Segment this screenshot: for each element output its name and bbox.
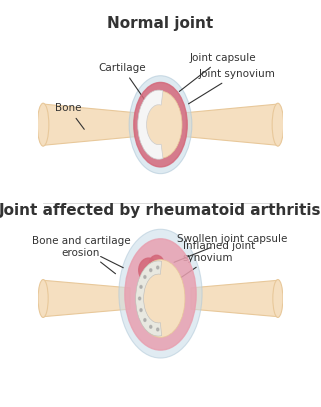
Text: Joint synovium: Joint synovium: [188, 69, 275, 104]
Ellipse shape: [273, 280, 283, 317]
Ellipse shape: [139, 297, 141, 300]
Text: Bone: Bone: [55, 103, 84, 129]
Ellipse shape: [139, 91, 182, 158]
Ellipse shape: [150, 325, 152, 328]
Polygon shape: [43, 280, 130, 317]
Ellipse shape: [129, 76, 192, 174]
Ellipse shape: [119, 229, 202, 358]
Text: Joint capsule: Joint capsule: [179, 53, 256, 92]
Polygon shape: [191, 280, 278, 317]
Polygon shape: [186, 104, 278, 145]
Ellipse shape: [140, 309, 142, 311]
Ellipse shape: [125, 239, 196, 350]
Wedge shape: [138, 90, 163, 159]
Ellipse shape: [38, 103, 49, 146]
Wedge shape: [136, 261, 161, 336]
Text: Cartilage: Cartilage: [99, 63, 147, 103]
Ellipse shape: [157, 328, 159, 331]
Ellipse shape: [272, 103, 283, 146]
Ellipse shape: [136, 260, 185, 337]
Ellipse shape: [38, 280, 48, 317]
Polygon shape: [43, 104, 135, 145]
Ellipse shape: [134, 83, 187, 167]
Text: Inflamed joint
synovium: Inflamed joint synovium: [180, 241, 255, 278]
Text: Joint affected by rheumatoid arthritis: Joint affected by rheumatoid arthritis: [0, 203, 321, 218]
Ellipse shape: [150, 269, 152, 271]
Text: Normal joint: Normal joint: [108, 15, 213, 31]
Text: Swollen joint capsule: Swollen joint capsule: [174, 234, 288, 262]
Text: Bone and cartilage
erosion: Bone and cartilage erosion: [32, 236, 130, 274]
Ellipse shape: [157, 266, 159, 269]
Ellipse shape: [140, 285, 142, 288]
Ellipse shape: [144, 319, 146, 322]
Ellipse shape: [149, 255, 164, 272]
Ellipse shape: [144, 276, 146, 278]
Ellipse shape: [139, 258, 159, 282]
